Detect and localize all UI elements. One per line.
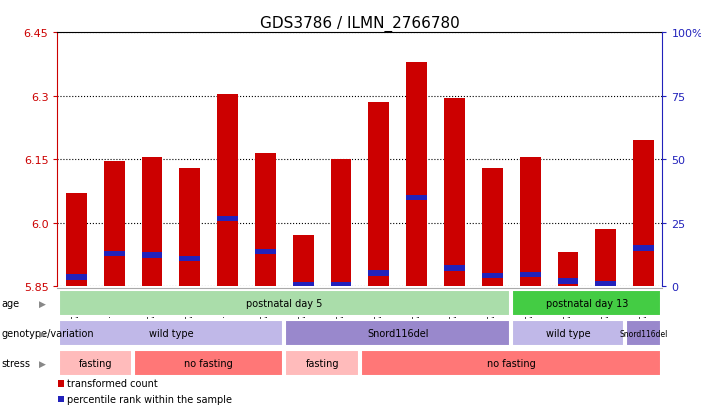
Bar bbox=[59, 350, 132, 376]
Bar bbox=[407, 63, 427, 287]
Bar bbox=[104, 252, 125, 257]
Bar bbox=[444, 99, 465, 287]
Bar bbox=[179, 256, 200, 261]
Bar bbox=[179, 168, 200, 287]
Text: stress: stress bbox=[1, 358, 30, 368]
Bar bbox=[66, 275, 87, 280]
Bar bbox=[331, 160, 351, 287]
Bar bbox=[482, 168, 503, 287]
Text: Snord116del: Snord116del bbox=[367, 328, 428, 338]
Text: no fasting: no fasting bbox=[486, 358, 536, 368]
Bar bbox=[595, 230, 616, 287]
Bar bbox=[255, 154, 275, 287]
Bar bbox=[142, 158, 163, 287]
Bar bbox=[633, 141, 654, 287]
Bar bbox=[626, 320, 661, 347]
Bar bbox=[407, 195, 427, 201]
Bar bbox=[59, 320, 283, 347]
Bar bbox=[285, 350, 359, 376]
Text: postnatal day 5: postnatal day 5 bbox=[246, 299, 322, 309]
Bar bbox=[217, 94, 238, 287]
Bar bbox=[444, 266, 465, 271]
Bar bbox=[66, 194, 87, 287]
Bar bbox=[512, 290, 661, 317]
Text: fasting: fasting bbox=[306, 358, 339, 368]
Bar bbox=[217, 216, 238, 222]
Bar bbox=[519, 158, 540, 287]
Text: fasting: fasting bbox=[79, 358, 112, 368]
Bar bbox=[369, 271, 389, 276]
Bar bbox=[512, 320, 623, 347]
Text: transformed count: transformed count bbox=[67, 378, 158, 389]
Bar bbox=[59, 290, 510, 317]
Bar bbox=[361, 350, 661, 376]
Bar bbox=[595, 282, 616, 287]
Text: age: age bbox=[1, 299, 20, 309]
Bar bbox=[142, 253, 163, 258]
Bar bbox=[134, 350, 283, 376]
Text: Snord116del: Snord116del bbox=[620, 329, 668, 338]
Bar bbox=[331, 282, 351, 288]
Text: postnatal day 13: postnatal day 13 bbox=[545, 299, 628, 309]
Text: percentile rank within the sample: percentile rank within the sample bbox=[67, 394, 233, 404]
Text: ▶: ▶ bbox=[39, 358, 46, 368]
Bar bbox=[369, 103, 389, 287]
Text: wild type: wild type bbox=[149, 328, 193, 338]
Bar bbox=[293, 236, 313, 287]
Bar bbox=[519, 272, 540, 278]
Bar bbox=[285, 320, 510, 347]
Text: ▶: ▶ bbox=[39, 299, 46, 308]
Bar bbox=[633, 246, 654, 252]
Title: GDS3786 / ILMN_2766780: GDS3786 / ILMN_2766780 bbox=[260, 16, 460, 32]
Bar bbox=[58, 380, 64, 387]
Text: no fasting: no fasting bbox=[184, 358, 233, 368]
Bar bbox=[58, 396, 64, 402]
Bar bbox=[557, 253, 578, 287]
Text: wild type: wild type bbox=[545, 328, 590, 338]
Bar bbox=[255, 249, 275, 255]
Bar bbox=[104, 162, 125, 287]
Bar bbox=[557, 279, 578, 284]
Text: genotype/variation: genotype/variation bbox=[1, 328, 94, 338]
Text: ▶: ▶ bbox=[39, 329, 46, 338]
Bar bbox=[482, 273, 503, 279]
Bar bbox=[293, 282, 313, 288]
